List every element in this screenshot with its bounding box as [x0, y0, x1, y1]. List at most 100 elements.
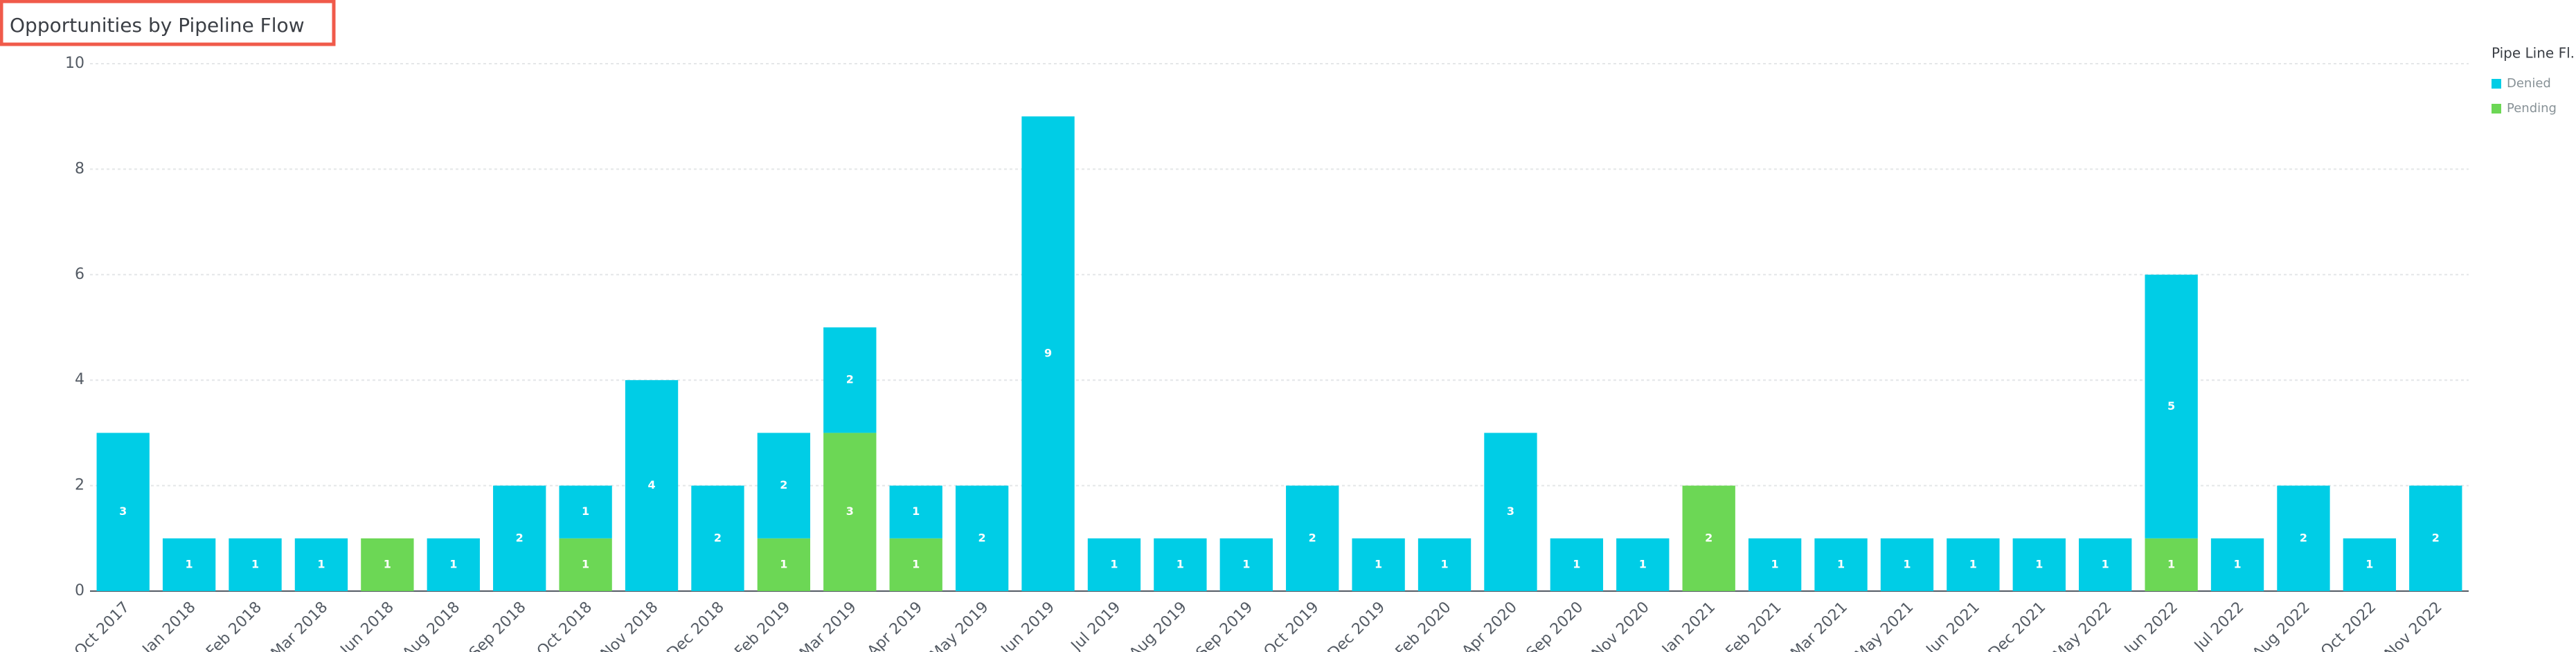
x-tick-label: Dec 2021 [1985, 599, 2049, 652]
x-tick-label: Sep 2018 [466, 599, 530, 652]
x-tick-label: Feb 2018 [203, 599, 265, 652]
bar-segment [559, 485, 612, 538]
x-tick-label: Nov 2018 [598, 599, 662, 652]
value-label: 2 [1309, 531, 1316, 544]
bar-segment [2210, 538, 2264, 591]
value-label: 1 [449, 557, 457, 570]
bar-segment [2409, 485, 2462, 591]
value-label: 2 [780, 478, 787, 491]
value-label: 1 [1573, 557, 1580, 570]
bar-segment [1616, 538, 1670, 591]
x-tick-label: May 2021 [1852, 599, 1917, 652]
x-tick-label: Feb 2020 [1393, 599, 1455, 652]
bar-segment [1286, 485, 1339, 591]
bar-segment [1352, 538, 1405, 591]
bar-segment [361, 538, 414, 591]
x-tick-label: Oct 2022 [2318, 599, 2379, 652]
x-tick-label: Mar 2018 [268, 599, 332, 652]
bar-segment [823, 327, 877, 433]
y-tick-label: 6 [75, 266, 84, 283]
bar-segment [96, 433, 150, 591]
x-tick-label: Oct 2018 [534, 599, 596, 652]
value-label: 1 [582, 557, 589, 570]
bar-segment [955, 485, 1009, 591]
x-tick-label: Jul 2022 [2190, 599, 2247, 652]
bar-segment [691, 485, 744, 591]
value-label: 1 [912, 505, 920, 518]
value-label: 1 [2035, 557, 2043, 570]
bar-segment [1417, 538, 1472, 591]
value-label: 1 [1110, 557, 1118, 570]
x-tick-label: Aug 2019 [1126, 599, 1190, 652]
x-tick-label: Dec 2019 [1325, 599, 1388, 652]
bar-segment [559, 538, 612, 591]
value-label: 1 [1375, 557, 1382, 570]
legend-swatch [2492, 104, 2501, 114]
value-label: 1 [2365, 557, 2373, 570]
x-tick-label: Sep 2019 [1193, 599, 1257, 652]
bar-segment [2145, 538, 2198, 591]
legend-title: Pipe Line Fl... [2492, 45, 2576, 62]
y-tick-label: 10 [65, 55, 84, 72]
value-label: 1 [2233, 557, 2241, 570]
legend-swatch [2492, 79, 2501, 89]
bar-segment [2343, 538, 2397, 591]
value-label: 1 [2167, 557, 2175, 570]
x-tick-label: May 2022 [2050, 599, 2115, 652]
x-tick-label: Nov 2022 [2381, 599, 2446, 652]
title-highlight [0, 0, 336, 46]
bar-segment [2277, 485, 2330, 591]
value-label: 1 [1177, 557, 1184, 570]
bar-segment [229, 538, 282, 591]
chart-title: Opportunities by Pipeline Flow [10, 14, 305, 37]
x-tick-label: Feb 2021 [1723, 599, 1785, 652]
x-tick-label: Apr 2020 [1459, 599, 1521, 652]
bar-segment [889, 485, 942, 538]
bar-segment [757, 433, 811, 538]
legend-label: Denied [2507, 76, 2551, 91]
value-label: 1 [1242, 557, 1250, 570]
x-tick-label: Aug 2018 [400, 599, 464, 652]
bar-segment [493, 485, 546, 591]
value-label: 2 [714, 531, 722, 544]
value-label: 1 [780, 557, 787, 570]
x-tick-label: Mar 2019 [796, 599, 860, 652]
x-tick-label: Jun 2021 [1922, 599, 1983, 652]
x-tick-label: Jun 2019 [997, 599, 1058, 652]
x-tick-label: Jun 2018 [337, 599, 397, 652]
bar-segment [2079, 538, 2132, 591]
bar-segment [1550, 538, 1604, 591]
x-tick-label: Jan 2018 [138, 599, 199, 652]
bar-segment [1814, 538, 1868, 591]
legend-label: Pending [2507, 101, 2557, 116]
value-label: 1 [582, 505, 589, 518]
y-tick-label: 2 [75, 477, 84, 494]
bar-segment [1154, 538, 1207, 591]
x-tick-label: Jul 2019 [1067, 599, 1124, 652]
bar-segment [625, 380, 679, 591]
bar-segment [294, 538, 348, 591]
bar-segment [1484, 433, 1537, 591]
value-label: 2 [516, 531, 524, 544]
bar-segment [1682, 485, 1735, 591]
x-tick-label: Oct 2019 [1261, 599, 1323, 652]
value-label: 2 [978, 531, 986, 544]
value-label: 1 [251, 557, 259, 570]
bar-segment [2012, 538, 2066, 591]
bar-segment [1021, 116, 1075, 591]
value-label: 1 [317, 557, 325, 570]
value-label: 1 [1903, 557, 1911, 570]
value-label: 1 [186, 557, 193, 570]
value-label: 3 [846, 505, 854, 518]
x-tick-label: Mar 2021 [1787, 599, 1851, 652]
bar-segment [2145, 274, 2198, 538]
value-label: 2 [2300, 531, 2307, 544]
value-label: 9 [1044, 347, 1052, 360]
value-label: 1 [1969, 557, 1977, 570]
value-label: 3 [1507, 505, 1514, 518]
x-tick-label: Sep 2020 [1523, 599, 1587, 652]
x-tick-label: Apr 2019 [864, 599, 926, 652]
x-tick-label: Dec 2018 [664, 599, 728, 652]
value-label: 1 [1639, 557, 1647, 570]
value-label: 2 [1705, 531, 1712, 544]
